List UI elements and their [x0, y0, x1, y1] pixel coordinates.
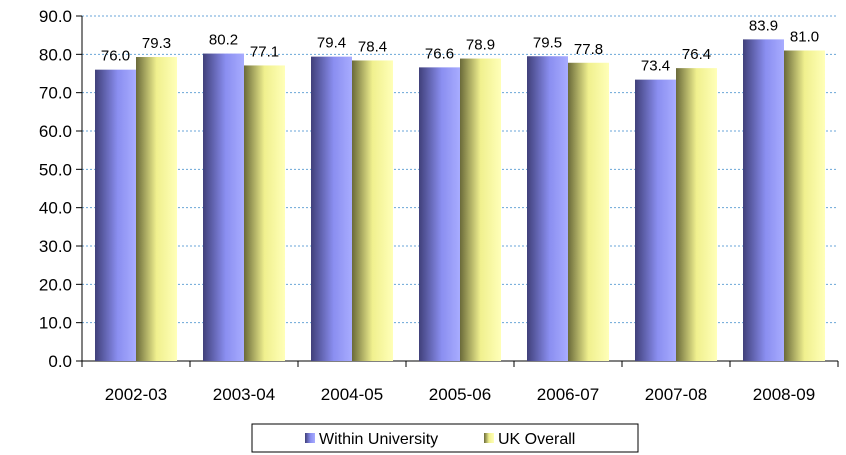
x-tick-label: 2003-04	[213, 385, 275, 404]
y-tick-label: 20.0	[39, 275, 72, 294]
bar-within-university	[527, 56, 568, 361]
axes: 0.0 10.0 20.0 30.0 40.0 50.0 60.0 70.0 80.0 90.0 2…	[39, 7, 839, 404]
bar-uk-overall	[136, 57, 177, 362]
data-label: 79.5	[533, 34, 562, 51]
bar-within-university	[743, 39, 784, 362]
y-tick-label: 60.0	[39, 122, 72, 141]
y-tick-label: 40.0	[39, 199, 72, 218]
data-label: 77.8	[574, 41, 603, 58]
y-tick-label: 80.0	[39, 45, 72, 64]
legend-label: Within University	[319, 431, 438, 448]
x-tick-label: 2007-08	[645, 385, 707, 404]
bar-uk-overall	[244, 65, 285, 361]
legend-swatch	[305, 433, 315, 443]
y-tick-label: 0.0	[48, 352, 72, 371]
data-labels: 76.0 79.3 80.2 77.1 79.4 78.4 76.6 78.9 79.5 77.8…	[101, 17, 819, 74]
data-label: 80.2	[209, 32, 238, 49]
bar-within-university	[203, 53, 244, 362]
y-tick-label: 10.0	[39, 314, 72, 333]
bar-uk-overall	[676, 68, 717, 361]
x-tick-label: 2006-07	[537, 385, 599, 404]
bar-within-university	[311, 56, 352, 362]
y-tick-label: 70.0	[39, 84, 72, 103]
data-label: 76.6	[425, 45, 454, 62]
data-label: 77.1	[250, 43, 279, 60]
legend-label: UK Overall	[498, 431, 575, 448]
bars	[95, 39, 825, 362]
data-label: 76.4	[682, 46, 711, 63]
x-tick-label: 2008-09	[753, 385, 815, 404]
bar-within-university	[635, 79, 676, 361]
data-label: 76.0	[101, 48, 130, 65]
data-label: 79.4	[317, 35, 346, 52]
x-tick-label: 2002-03	[105, 385, 167, 404]
x-tick-label: 2004-05	[321, 385, 383, 404]
bar-uk-overall	[352, 60, 393, 361]
x-tick-label: 2005-06	[429, 385, 491, 404]
bar-uk-overall	[568, 62, 609, 362]
legend-box	[251, 423, 639, 453]
legend-swatch	[484, 433, 494, 443]
data-label: 78.9	[466, 37, 495, 54]
y-tick-label: 90.0	[39, 7, 72, 26]
data-label: 79.3	[142, 35, 171, 52]
data-label: 78.4	[358, 38, 387, 55]
data-label: 73.4	[641, 58, 670, 75]
data-label: 83.9	[749, 17, 778, 34]
bar-within-university	[419, 67, 460, 361]
data-label: 81.0	[790, 29, 819, 46]
bar-uk-overall	[460, 58, 501, 362]
y-tick-label: 30.0	[39, 237, 72, 256]
y-tick-label: 50.0	[39, 160, 72, 179]
bar-within-university	[95, 69, 136, 362]
bar-uk-overall	[784, 50, 825, 361]
legend: Within University UK Overall	[251, 423, 639, 453]
